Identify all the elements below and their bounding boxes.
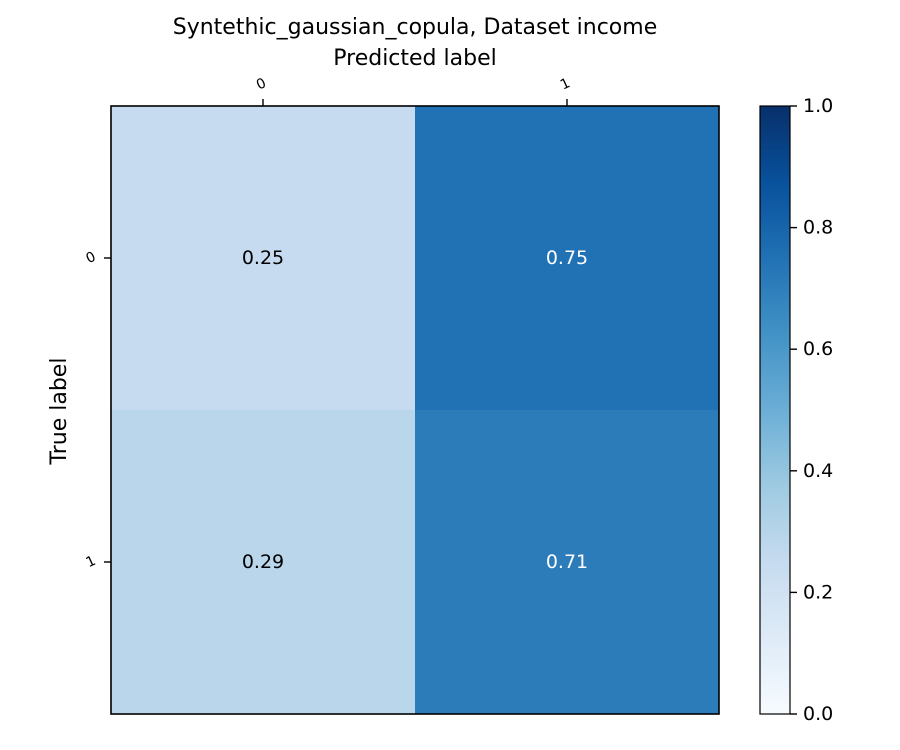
heatmap-cell-labels: 0.25 0.75 0.29 0.71 <box>242 247 588 573</box>
heatmap-cell-value: 0.75 <box>546 247 588 269</box>
heatmap-cell-value: 0.71 <box>546 551 588 573</box>
colorbar-tick-label: 0.4 <box>803 460 833 482</box>
colorbar-tick-label: 0.8 <box>803 217 833 239</box>
plot-frame <box>110 105 720 715</box>
colorbar-ticks: 0.0 0.2 0.4 0.6 0.8 1.0 <box>790 95 833 725</box>
heatmap-cells <box>111 106 720 715</box>
y-axis-label: True label <box>47 358 72 466</box>
heatmap-cell-value: 0.25 <box>242 247 284 269</box>
x-tick-label: 0 <box>254 75 269 93</box>
heatmap-cell-value: 0.29 <box>242 551 284 573</box>
x-axis-label: Predicted label <box>333 46 496 71</box>
heatmap-cell <box>111 106 416 411</box>
heatmap-cell <box>415 410 720 715</box>
x-tick-label: 1 <box>558 75 573 93</box>
colorbar-tick-label: 1.0 <box>803 95 833 117</box>
y-axis-ticks: 01 <box>84 249 111 571</box>
y-tick-label: 1 <box>84 553 99 571</box>
heatmap-cell <box>111 410 416 715</box>
colorbar <box>759 105 791 715</box>
colorbar-tick-label: 0.2 <box>803 581 833 603</box>
chart-title: Syntethic_gaussian_copula, Dataset incom… <box>173 15 657 40</box>
heatmap-cell <box>415 106 720 411</box>
y-tick-label: 0 <box>84 249 99 267</box>
colorbar-tick-label: 0.6 <box>803 338 833 360</box>
colorbar-tick-label: 0.0 <box>803 703 833 725</box>
